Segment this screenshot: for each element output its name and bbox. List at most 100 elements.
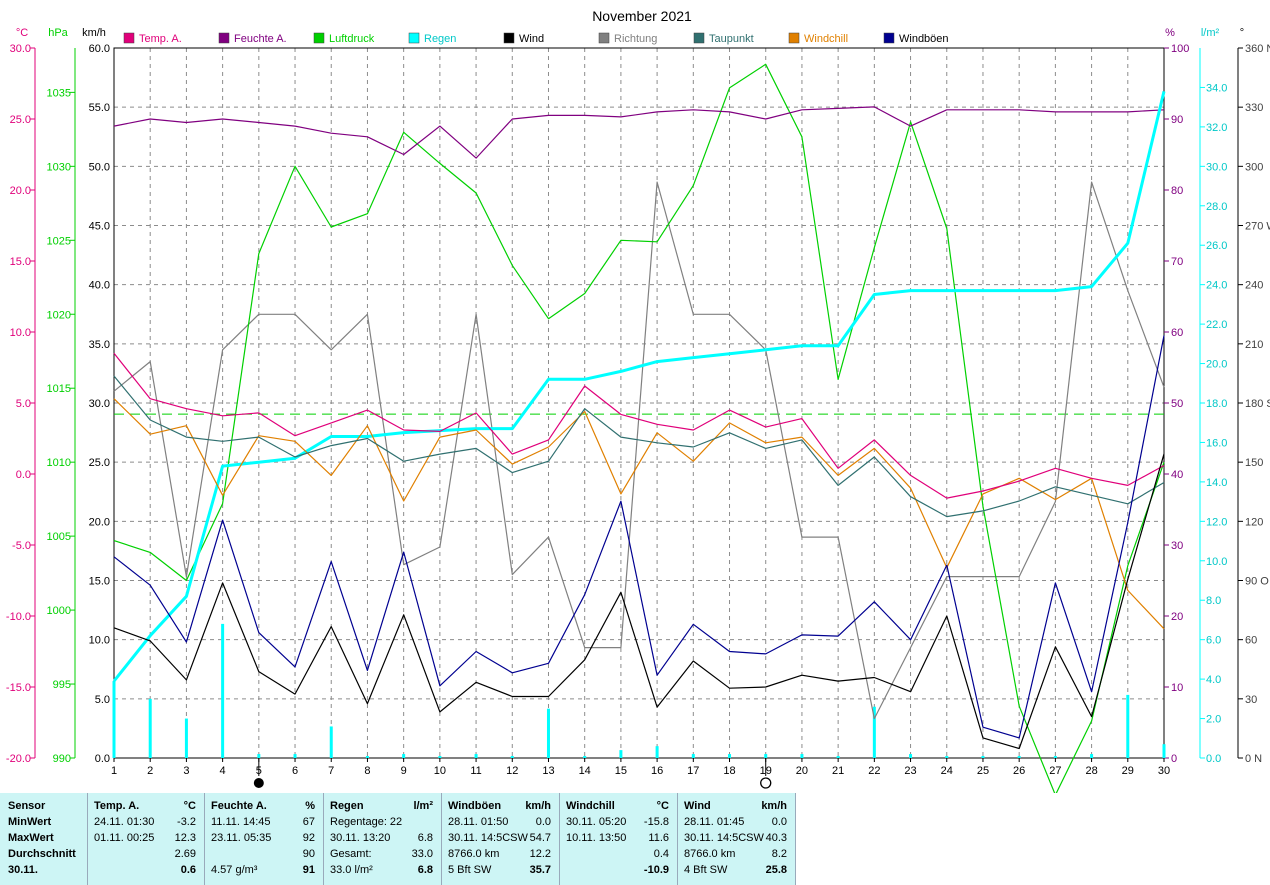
stats-humidity-row1-value: 92	[302, 832, 315, 844]
x-tick-label: 23	[904, 765, 916, 777]
wind-tick-label: 15.0	[89, 576, 110, 588]
legend-swatch-direction	[598, 32, 610, 44]
temp-tick-label: 30.0	[10, 43, 31, 55]
series-line-pressure	[113, 63, 1165, 793]
stats-windchill-row1-label: 10.11. 13:50	[566, 832, 627, 844]
x-tick-label: 20	[796, 765, 808, 777]
stats-humidity-row1-label: 23.11. 05:35	[211, 832, 272, 844]
wind-tick-label: 0.0	[95, 753, 110, 765]
direction-tick-label: 30	[1245, 694, 1257, 706]
legend-swatch-temp	[123, 32, 135, 44]
stats-temp-row1-label: 01.11. 00:25	[94, 832, 155, 844]
x-tick-label: 4	[220, 765, 226, 777]
stats-unit-temp: °C	[183, 800, 196, 812]
rain-bar-day-18	[728, 754, 732, 758]
stats-humidity-row0-label: 11.11. 14:45	[211, 816, 271, 828]
series-line-windchill	[113, 398, 1165, 630]
rain-bar-day-2	[148, 698, 152, 758]
x-tick-label: 9	[401, 765, 407, 777]
rain-bar-day-6	[293, 754, 297, 758]
x-tick-label: 21	[832, 765, 844, 777]
legend-swatch-humidity	[218, 32, 230, 44]
row-label-max: MaxWert	[8, 832, 54, 844]
rain-unit-label: l/m²	[1201, 27, 1220, 39]
x-tick-label: 6	[292, 765, 298, 777]
direction-tick-label: 240	[1245, 280, 1263, 292]
sensor-header: Sensor	[8, 800, 46, 812]
stats-unit-rain: l/m²	[413, 800, 433, 812]
rain-bar-day-29	[1126, 694, 1130, 758]
stats-panel-windchill: Windchill °C 30.11. 05:20 -15.8 10.11. 13:50…	[560, 793, 678, 885]
stats-sensor-panel: Sensor MinWert MaxWert Durchschnitt 30.1…	[0, 793, 88, 885]
stats-gusts-row2-value: 12.2	[529, 848, 551, 860]
stats-unit-windchill: °C	[656, 800, 669, 812]
wind-tick-label: 35.0	[89, 339, 110, 351]
rain-tick-label: 28.0	[1206, 201, 1227, 213]
direction-tick-label: 210	[1245, 339, 1263, 351]
stats-header-temp: Temp. A.	[94, 800, 140, 812]
rain-tick-label: 8.0	[1206, 595, 1221, 607]
x-tick-label: 3	[183, 765, 189, 777]
direction-tick-label: 150	[1245, 457, 1263, 469]
pressure-tick-label: 1030	[47, 161, 71, 173]
rain-bar-day-25	[981, 756, 985, 758]
stats-gusts-row3-value: 35.7	[529, 864, 551, 876]
rain-tick-label: 34.0	[1206, 82, 1227, 94]
humidity-tick-label: 0	[1171, 753, 1177, 765]
legend-swatch-gusts	[883, 32, 895, 44]
x-tick-label: 17	[687, 765, 699, 777]
rain-bar-day-13	[546, 708, 550, 758]
stats-windchill-row0-value: -15.8	[643, 816, 669, 828]
stats-windchill-row3-value: -10.9	[643, 864, 669, 876]
rain-bar-day-12	[510, 756, 514, 758]
direction-tick-label: 180 S	[1245, 398, 1270, 410]
rain-tick-label: 6.0	[1206, 635, 1221, 647]
chart-axes: 30.025.020.015.010.05.00.0-5.0-10.0-15.0…	[6, 43, 1270, 777]
rain-tick-label: 22.0	[1206, 319, 1227, 331]
rain-tick-label: 26.0	[1206, 240, 1227, 252]
series-lines	[112, 63, 1166, 793]
legend-label-dewpoint: Taupunkt	[709, 33, 754, 45]
wind-tick-label: 60.0	[89, 43, 110, 55]
stats-unit-humidity: %	[305, 800, 315, 812]
pressure-tick-label: 990	[53, 753, 71, 765]
humidity-tick-label: 80	[1171, 185, 1183, 197]
x-tick-label: 16	[651, 765, 663, 777]
rain-bar-day-20	[800, 754, 804, 758]
x-tick-label: 2	[147, 765, 153, 777]
wind-tick-label: 55.0	[89, 102, 110, 114]
wind-tick-label: 25.0	[89, 457, 110, 469]
rain-bar-day-8	[365, 756, 369, 758]
pressure-tick-label: 1005	[47, 531, 71, 543]
stats-unit-gusts: km/h	[525, 800, 551, 812]
pressure-tick-label: 1035	[47, 87, 71, 99]
stats-humidity-row3-label: 4.57 g/m³	[211, 864, 258, 876]
temp-tick-label: 20.0	[10, 185, 31, 197]
legend-swatch-windchill	[788, 32, 800, 44]
humidity-tick-label: 60	[1171, 327, 1183, 339]
x-tick-label: 8	[364, 765, 370, 777]
legend-label-rain: Regen	[424, 33, 456, 45]
wind-tick-label: 50.0	[89, 161, 110, 173]
legend-label-windchill: Windchill	[804, 33, 848, 45]
x-tick-label: 25	[977, 765, 989, 777]
temp-tick-label: 10.0	[10, 327, 31, 339]
x-tick-label: 7	[328, 765, 334, 777]
rain-bar-day-26	[1017, 756, 1021, 758]
legend-label-wind: Wind	[519, 33, 544, 45]
legend-label-direction: Richtung	[614, 33, 657, 45]
stats-panel-wind: Wind km/h 28.11. 01:45 0.0 30.11. 14:5CSW 40.…	[678, 793, 796, 885]
stats-header-wind: Wind	[684, 800, 711, 812]
stats-gusts-row1-label: 30.11. 14:5CSW	[448, 832, 528, 844]
temp-tick-label: -20.0	[6, 753, 31, 765]
temp-tick-label: -10.0	[6, 611, 31, 623]
legend-swatch-pressure	[313, 32, 325, 44]
stats-wind-row3-label: 4 Bft SW	[684, 864, 728, 876]
rain-tick-label: 0.0	[1206, 753, 1221, 765]
x-tick-label: 10	[434, 765, 446, 777]
statistics-table: Sensor MinWert MaxWert Durchschnitt 30.1…	[0, 793, 1270, 885]
legend-label-humidity: Feuchte A.	[234, 33, 287, 45]
rain-bars	[112, 623, 1166, 758]
chart-title: November 2021	[592, 8, 692, 24]
rain-bar-day-3	[184, 718, 188, 758]
